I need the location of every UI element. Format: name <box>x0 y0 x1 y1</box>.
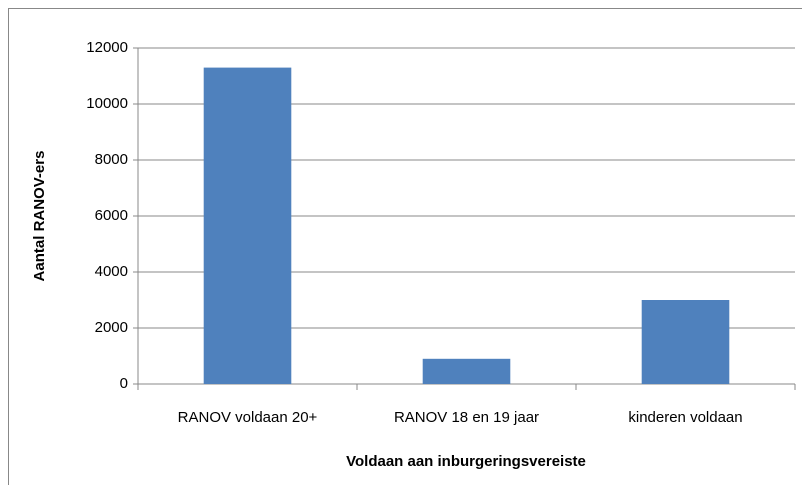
chart-frame <box>8 8 802 485</box>
y-tick-label: 8000 <box>95 151 128 168</box>
x-tick-label: kinderen voldaan <box>628 409 742 426</box>
x-tick-label: RANOV voldaan 20+ <box>178 409 318 426</box>
bar <box>641 300 730 384</box>
bar <box>203 67 292 384</box>
y-tick-label: 10000 <box>86 95 128 112</box>
y-tick-label: 2000 <box>95 319 128 336</box>
bar <box>422 358 511 384</box>
y-tick-label: 4000 <box>95 263 128 280</box>
y-tick-label: 12000 <box>86 39 128 56</box>
x-tick-label: RANOV 18 en 19 jaar <box>394 409 539 426</box>
y-axis-title: Aantal RANOV-ers <box>31 151 48 282</box>
x-axis-title: Voldaan aan inburgeringsvereiste <box>346 453 586 470</box>
y-tick-label: 0 <box>120 375 128 392</box>
y-tick-label: 6000 <box>95 207 128 224</box>
